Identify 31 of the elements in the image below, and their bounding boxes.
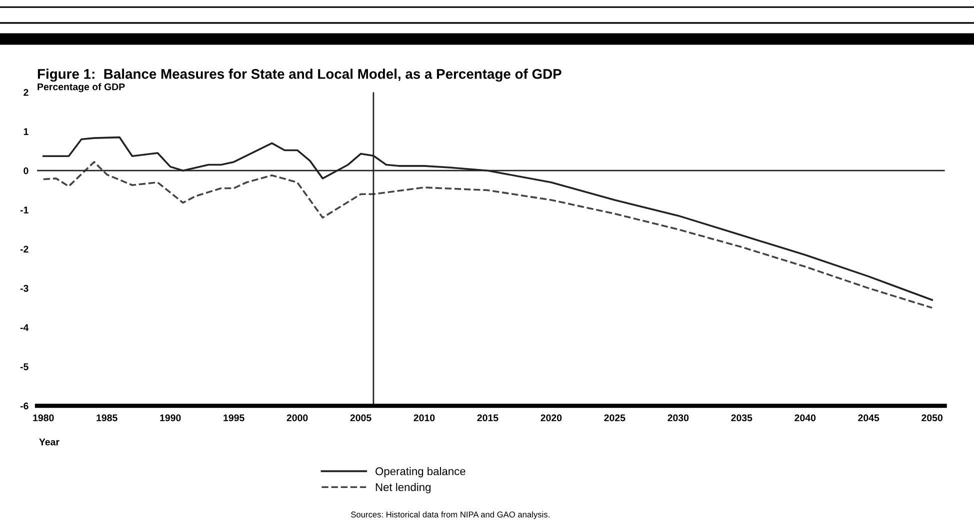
x-tick-label: 2050 [922, 414, 942, 422]
y-tick-label: 0 [24, 167, 28, 174]
x-axis-title: Year [39, 438, 60, 446]
y-tick-label: -4 [20, 324, 29, 331]
x-tick-label: 2045 [858, 414, 880, 422]
x-tick-label: 2035 [731, 414, 752, 422]
x-tick-label: 2025 [604, 414, 626, 422]
y-tick-label: 2 [24, 88, 28, 96]
x-tick-label: 2005 [350, 414, 372, 422]
x-tick-label: 2010 [414, 414, 435, 422]
y-tick-label: -3 [20, 284, 28, 292]
chart-title: Figure 1: Balance Measures for State and Local Model, as a Percentage of GDP [38, 68, 562, 82]
y-tick-label: -6 [20, 402, 28, 410]
y-axis-title: Percentage of GDP [38, 83, 125, 92]
y-tick-label: -1 [20, 206, 28, 214]
source-note: Sources: Historical data from NIPA and GAO analysis. [351, 511, 550, 520]
x-tick-label: 2030 [668, 414, 689, 422]
x-tick-label: 2020 [540, 414, 562, 422]
x-tick-label: 2015 [477, 414, 498, 422]
x-tick-label: 1980 [33, 414, 54, 422]
y-tick-label: -5 [20, 363, 28, 370]
y-tick-label: -2 [20, 246, 28, 253]
legend-label: Operating balance [376, 467, 466, 478]
line-series [42, 161, 933, 309]
y-tick-label: 1 [24, 128, 28, 135]
legend-label: Net lending [376, 482, 431, 494]
x-tick-label: 1985 [96, 414, 118, 422]
x-tick-label: 1990 [160, 414, 181, 422]
x-tick-label: 1995 [224, 414, 244, 422]
x-tick-label: 2040 [794, 414, 816, 422]
x-tick-label: 2000 [286, 414, 308, 422]
